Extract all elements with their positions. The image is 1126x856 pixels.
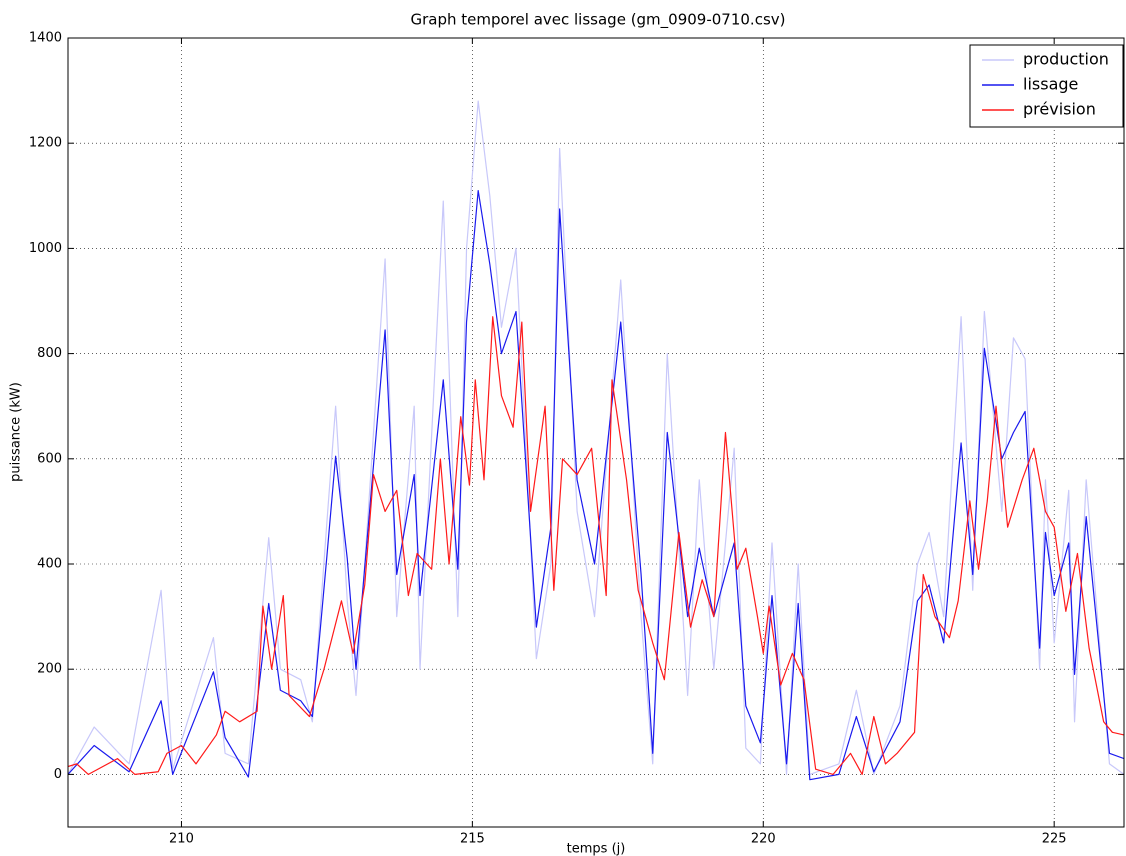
y-tick-label: 200	[37, 662, 62, 677]
ticks: 0 200 400 600 800 1000 1200 1400 210 215 220 225	[29, 31, 1124, 847]
x-axis-label: temps (j)	[567, 842, 626, 856]
x-tick-label: 220	[751, 832, 776, 847]
y-tick-label: 400	[37, 557, 62, 572]
plot-lines	[68, 100, 1124, 781]
series-line	[68, 316, 1124, 776]
series-line	[68, 100, 1124, 776]
chart-title: Graph temporel avec lissage (gm_0909-071…	[411, 11, 786, 30]
y-tick-label: 800	[37, 346, 62, 361]
x-tick-label: 225	[1042, 832, 1067, 847]
x-tick-label: 215	[460, 832, 485, 847]
y-tick-label: 1400	[29, 31, 62, 46]
legend-box	[969, 44, 1124, 128]
series-line	[68, 189, 1124, 781]
legend-label: production	[1023, 50, 1109, 69]
legend-label: prévision	[1023, 100, 1096, 119]
x-tick-label: 210	[169, 832, 194, 847]
y-tick-label: 1000	[29, 241, 62, 256]
legend: production lissage prévision	[969, 44, 1124, 128]
y-tick-label: 600	[37, 451, 62, 466]
grid	[68, 37, 1124, 827]
y-tick-label: 0	[54, 767, 62, 782]
y-axis-label: puissance (kW)	[9, 382, 24, 482]
plot-frame	[67, 37, 1125, 828]
legend-label: lissage	[1023, 75, 1078, 94]
y-tick-label: 1200	[29, 136, 62, 151]
